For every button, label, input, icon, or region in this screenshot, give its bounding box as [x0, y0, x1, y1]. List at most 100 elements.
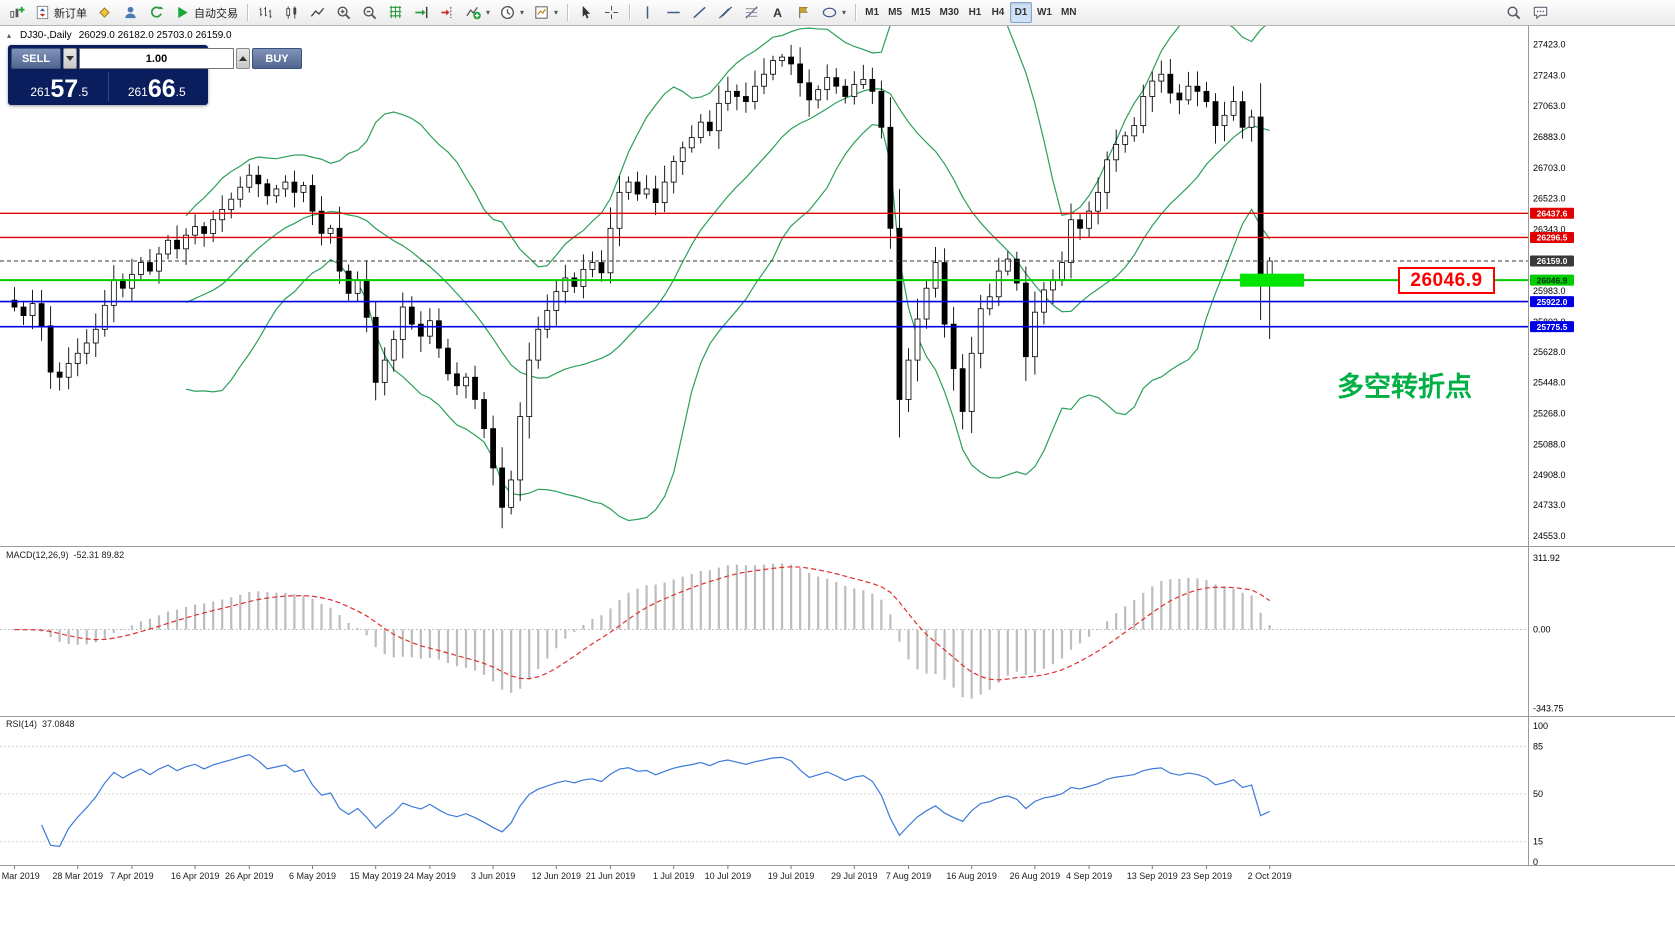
text-icon: A	[773, 6, 782, 20]
date-axis-label: 21 Jun 2019	[586, 871, 636, 881]
zoom-in-button[interactable]	[331, 2, 356, 23]
volume-decrease-button[interactable]	[63, 48, 77, 69]
search-button[interactable]	[1501, 2, 1526, 23]
candle-body	[1194, 85, 1201, 92]
buy-button[interactable]: BUY	[252, 48, 302, 69]
candle-body	[1149, 80, 1156, 97]
periods-button[interactable]: ▾	[495, 2, 528, 23]
chart-shift-button[interactable]	[435, 2, 460, 23]
trendline-button[interactable]	[687, 2, 712, 23]
new-order-button[interactable]: 新订单	[30, 2, 91, 23]
timeframe-m15[interactable]: M15	[911, 7, 931, 18]
macd-bar	[618, 599, 621, 630]
cursor-button[interactable]	[573, 2, 598, 23]
shapes-button[interactable]: ▾	[817, 2, 850, 23]
candle-body	[499, 467, 506, 508]
date-axis-label: 26 Apr 2019	[225, 871, 274, 881]
candle-body	[210, 219, 217, 234]
macd-bar	[148, 618, 152, 630]
chart-shift-icon	[441, 6, 452, 19]
macd-bar	[862, 590, 865, 630]
auto-scroll-button[interactable]	[409, 2, 434, 23]
pivot-highlight-rect[interactable]	[1240, 273, 1305, 287]
timeframe-h1[interactable]: H1	[968, 7, 982, 18]
timeframe-m5[interactable]: M5	[888, 7, 903, 18]
price-scale-label: 27243.0	[1533, 70, 1566, 80]
new-chart-icon	[10, 6, 25, 18]
pivot-note-text[interactable]: 多空转折点	[1337, 372, 1472, 402]
candle-body	[183, 234, 189, 250]
crosshair-button[interactable]	[599, 2, 624, 23]
timeframe-w1[interactable]: W1	[1036, 7, 1052, 18]
indicators-icon	[466, 6, 481, 20]
macd-bar	[997, 629, 1000, 683]
macd-bar	[1151, 586, 1154, 630]
candle-body	[74, 352, 81, 364]
zoom-out-button[interactable]	[357, 2, 382, 23]
vertical-line-button[interactable]	[635, 2, 660, 23]
macd-bar	[1178, 578, 1181, 630]
price-scale-label: 25088.0	[1533, 439, 1566, 449]
buy-price-prefix: 261	[127, 85, 148, 99]
candle-body	[264, 183, 271, 197]
text-label-button[interactable]	[791, 2, 816, 23]
sell-price[interactable]: 261 57.5	[11, 71, 108, 102]
one-click-toggle[interactable]: ▴	[7, 31, 12, 40]
macd-bar	[753, 565, 757, 630]
timeframe-mn[interactable]: MN	[1060, 7, 1077, 18]
macd-bar	[76, 629, 79, 645]
chat-button[interactable]	[1528, 2, 1553, 23]
macd-bar	[392, 629, 395, 658]
autotrading-button[interactable]: 自动交易	[170, 2, 242, 23]
text-button[interactable]: A	[765, 2, 790, 23]
timeframe-h4[interactable]: H4	[991, 7, 1005, 18]
marketwatch-button[interactable]	[92, 2, 117, 23]
timeframe-m30[interactable]: M30	[939, 7, 959, 18]
templates-button[interactable]: ▾	[529, 2, 562, 23]
fibonacci-button[interactable]	[739, 2, 764, 23]
community-button[interactable]	[118, 2, 143, 23]
pivot-price-callout[interactable]: 26046.9	[1398, 267, 1495, 294]
new-chart-button[interactable]	[4, 2, 29, 23]
sell-button[interactable]: SELL	[11, 48, 61, 69]
candle-body	[436, 320, 442, 349]
candle-body	[318, 210, 325, 234]
macd-bar	[654, 584, 657, 630]
shapes-dropdown-arrow[interactable]: ▾	[842, 8, 847, 17]
volume-input[interactable]	[79, 48, 234, 69]
volume-increase-button[interactable]	[236, 48, 250, 69]
candle-body	[1131, 125, 1138, 137]
templates-dropdown-arrow[interactable]: ▾	[554, 8, 559, 17]
toolbar-separator	[567, 4, 569, 21]
rsi-indicator-label: RSI(14) 37.0848	[6, 719, 75, 729]
channel-button[interactable]	[713, 2, 738, 23]
macd-bar	[952, 629, 955, 688]
candle-chart-button[interactable]	[279, 2, 304, 23]
grid-button[interactable]	[383, 2, 408, 23]
price-scale-label: 26343.0	[1533, 224, 1566, 234]
timeframe-m1[interactable]: M1	[865, 7, 880, 18]
macd-bar	[1133, 600, 1136, 630]
candle-body	[661, 181, 668, 204]
candle-body	[29, 303, 36, 317]
horizontal-line-button[interactable]	[661, 2, 686, 23]
macd-bar	[582, 624, 585, 630]
macd-bar	[591, 618, 594, 630]
indicators-button[interactable]: ▾	[461, 2, 494, 23]
macd-bar	[338, 615, 341, 630]
macd-bar	[1259, 612, 1262, 630]
macd-bar	[248, 592, 251, 630]
zoom-in-icon	[337, 6, 351, 20]
macd-bar	[690, 573, 693, 630]
indicators-dropdown-arrow[interactable]: ▾	[486, 8, 491, 17]
bar-chart-button[interactable]	[253, 2, 278, 23]
candle-body	[1248, 116, 1255, 128]
line-chart-button[interactable]	[305, 2, 330, 23]
refresh-button[interactable]	[144, 2, 169, 23]
macd-bar	[546, 629, 549, 659]
timeframe-d1[interactable]: D1	[1009, 2, 1032, 23]
candle-body	[896, 227, 903, 400]
candle-body	[1239, 101, 1246, 128]
buy-price[interactable]: 261 66.5	[109, 71, 206, 102]
periods-dropdown-arrow[interactable]: ▾	[520, 8, 525, 17]
